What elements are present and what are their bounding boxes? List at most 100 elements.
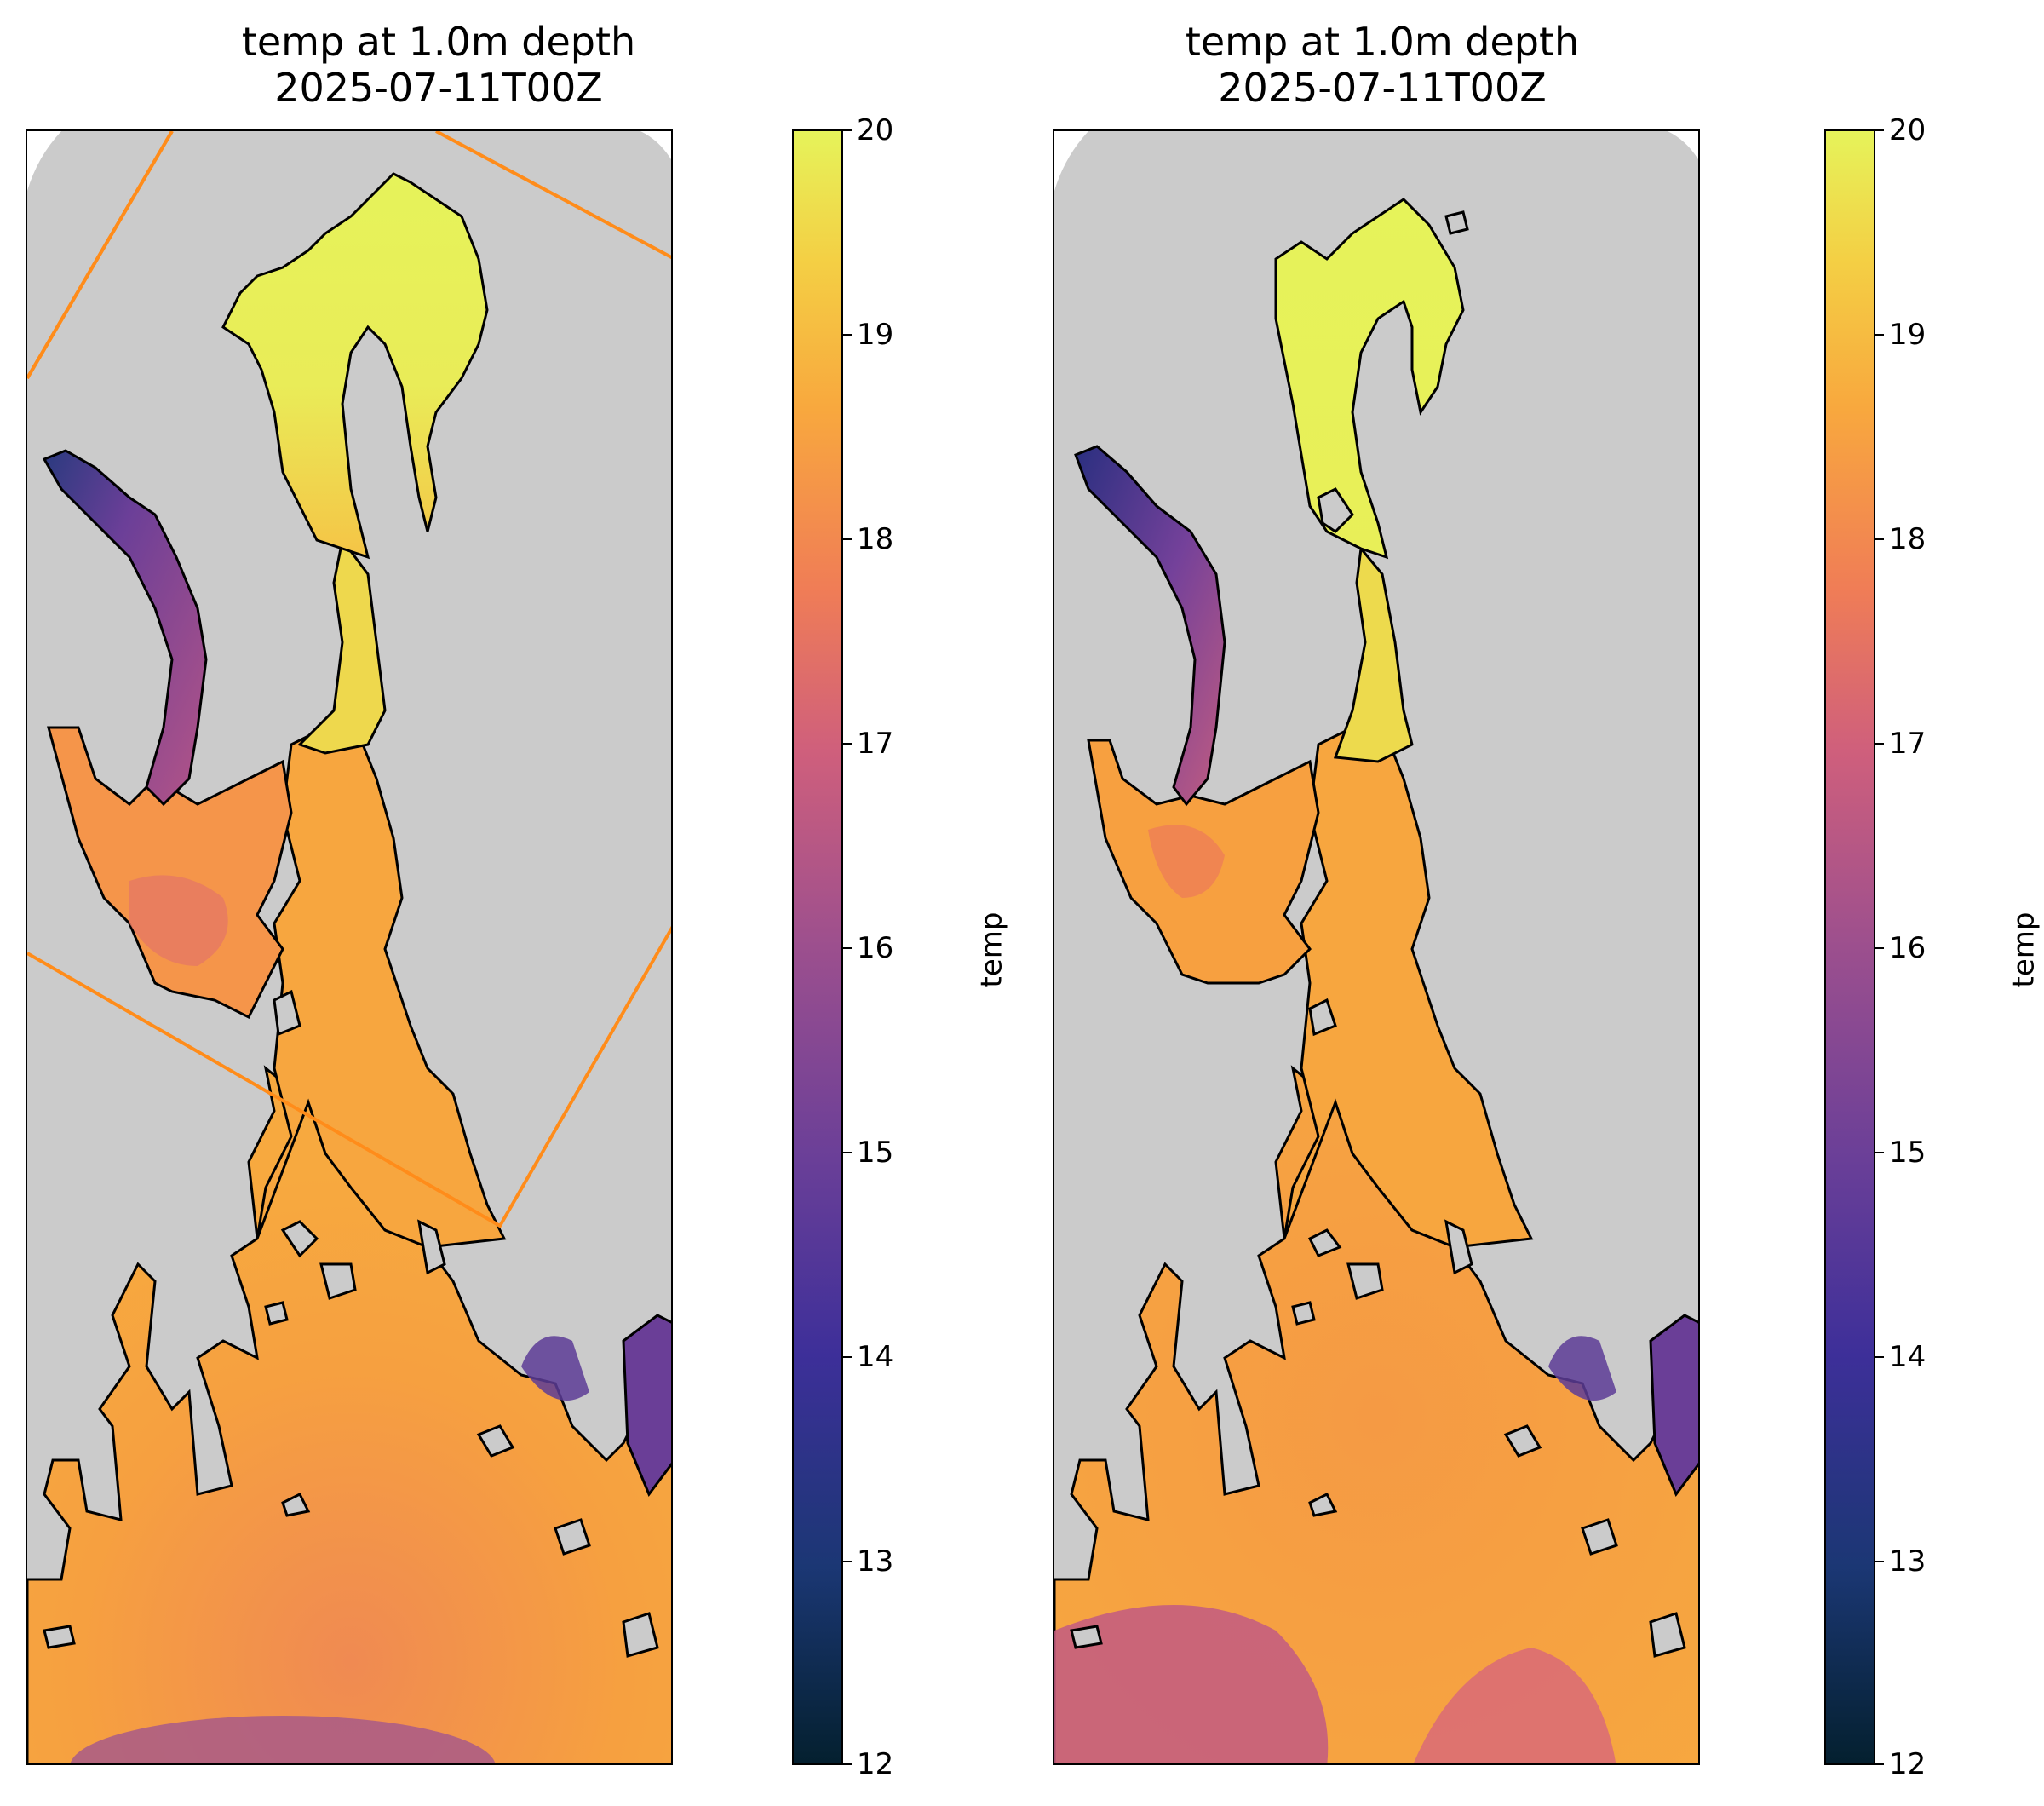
island-5 (476, 1424, 515, 1458)
right-tick-mark-19 (1875, 334, 1884, 336)
island-5 (1503, 1424, 1542, 1458)
island-10 (1307, 1228, 1342, 1257)
left-tick-mark-14 (843, 1356, 852, 1358)
right-colorbar-label: temp (2007, 912, 2041, 988)
right-tick-14: 14 (1889, 1340, 1926, 1374)
subdomain-box-edge-1 (27, 131, 174, 380)
water-south (1054, 1065, 1698, 1763)
left-tick-18: 18 (857, 522, 894, 556)
island-6 (554, 1518, 591, 1556)
left-tick-13: 13 (857, 1544, 894, 1579)
left-tick-20: 20 (857, 113, 894, 147)
island-4 (1444, 1219, 1473, 1275)
water-north-basin (221, 172, 489, 560)
north-basin-island-2 (1444, 210, 1469, 235)
right-tick-13: 13 (1889, 1544, 1926, 1579)
cool-patch-east-inlet (1649, 1314, 1698, 1497)
left-map-svg (27, 131, 671, 1763)
right-tick-17: 17 (1889, 727, 1926, 761)
cool-patch-west (1148, 825, 1225, 898)
right-title-line1: temp at 1.0m depth (1185, 19, 1580, 65)
island-8 (43, 1625, 76, 1649)
right-tick-mark-15 (1875, 1152, 1884, 1153)
left-tick-mark-13 (843, 1561, 852, 1562)
water-north-channel (297, 537, 387, 755)
left-tick-15: 15 (857, 1136, 894, 1170)
left-tick-19: 19 (857, 318, 894, 352)
right-panel-title: temp at 1.0m depth 2025-07-11T00Z (1042, 19, 1723, 111)
left-panel-title: temp at 1.0m depth 2025-07-11T00Z (98, 19, 779, 111)
right-tick-mark-12 (1875, 1763, 1884, 1765)
right-tick-20: 20 (1889, 113, 1926, 147)
water-west-lobe (47, 726, 293, 1020)
right-tick-mark-13 (1875, 1561, 1884, 1562)
outside-domain-ne (640, 131, 671, 160)
right-title-line2: 2025-07-11T00Z (1218, 65, 1547, 111)
outside-domain-ne (1668, 131, 1698, 160)
island-2 (1346, 1262, 1384, 1300)
water-north-basin (1274, 198, 1465, 560)
island-7 (622, 1612, 659, 1658)
left-tick-14: 14 (857, 1340, 894, 1374)
right-tick-19: 19 (1889, 318, 1926, 352)
left-colorbar (792, 129, 843, 1765)
island-10 (273, 989, 301, 1037)
right-map[interactable] (1053, 129, 1700, 1765)
outside-domain-nw (1054, 131, 1088, 191)
left-title-line1: temp at 1.0m depth (241, 19, 636, 65)
outside-domain-nw (27, 131, 61, 191)
water-channel (256, 726, 507, 1249)
cool-patch-east (1548, 1336, 1616, 1401)
cool-patch-west (129, 875, 228, 966)
north-basin-island (1317, 487, 1354, 533)
right-tick-18: 18 (1889, 522, 1926, 556)
left-tick-mark-19 (843, 334, 852, 336)
water-west-arm (42, 449, 208, 807)
right-tick-mark-14 (1875, 1356, 1884, 1358)
island-8 (1070, 1625, 1103, 1649)
island-1 (280, 1220, 319, 1258)
right-tick-16: 16 (1889, 931, 1926, 965)
island-4 (417, 1219, 446, 1275)
right-colorbar (1824, 129, 1875, 1765)
right-tick-mark-20 (1875, 129, 1884, 131)
left-colorbar-gradient (794, 131, 841, 1763)
left-map[interactable] (26, 129, 673, 1765)
island-1 (1308, 998, 1337, 1037)
island-3 (1291, 1301, 1316, 1326)
right-tick-12: 12 (1889, 1747, 1926, 1781)
left-tick-mark-17 (843, 743, 852, 745)
left-title-line2: 2025-07-11T00Z (274, 65, 603, 111)
island-6 (1581, 1518, 1618, 1556)
left-tick-mark-12 (843, 1763, 852, 1765)
island-9 (1308, 1492, 1338, 1517)
right-tick-mark-18 (1875, 538, 1884, 540)
left-tick-mark-15 (843, 1152, 852, 1153)
island-2 (319, 1262, 357, 1300)
water-north-channel (1333, 545, 1414, 763)
water-west-arm (1074, 445, 1226, 807)
left-tick-12: 12 (857, 1747, 894, 1781)
cool-patch-southwest (70, 1716, 496, 1763)
left-tick-17: 17 (857, 727, 894, 761)
right-tick-mark-16 (1875, 947, 1884, 949)
left-tick-mark-18 (843, 538, 852, 540)
left-colorbar-label: temp (974, 912, 1009, 988)
right-tick-mark-17 (1875, 743, 1884, 745)
water-channel (1283, 726, 1534, 1249)
right-tick-15: 15 (1889, 1136, 1926, 1170)
island-3 (264, 1301, 289, 1326)
cool-patch-east (521, 1336, 589, 1401)
water-south (27, 1065, 671, 1763)
cool-patch-east-inlet (622, 1314, 671, 1497)
subdomain-box-edge-2 (435, 131, 671, 260)
island-7 (1649, 1612, 1686, 1658)
right-colorbar-gradient (1826, 131, 1874, 1763)
cool-plume-southwest (1054, 1605, 1329, 1763)
island-9 (281, 1492, 311, 1517)
left-tick-16: 16 (857, 931, 894, 965)
cool-plume-south-center (1413, 1648, 1616, 1763)
left-tick-mark-16 (843, 947, 852, 949)
right-map-svg (1054, 131, 1698, 1763)
subdomain-box-edge-3 (27, 925, 671, 1228)
